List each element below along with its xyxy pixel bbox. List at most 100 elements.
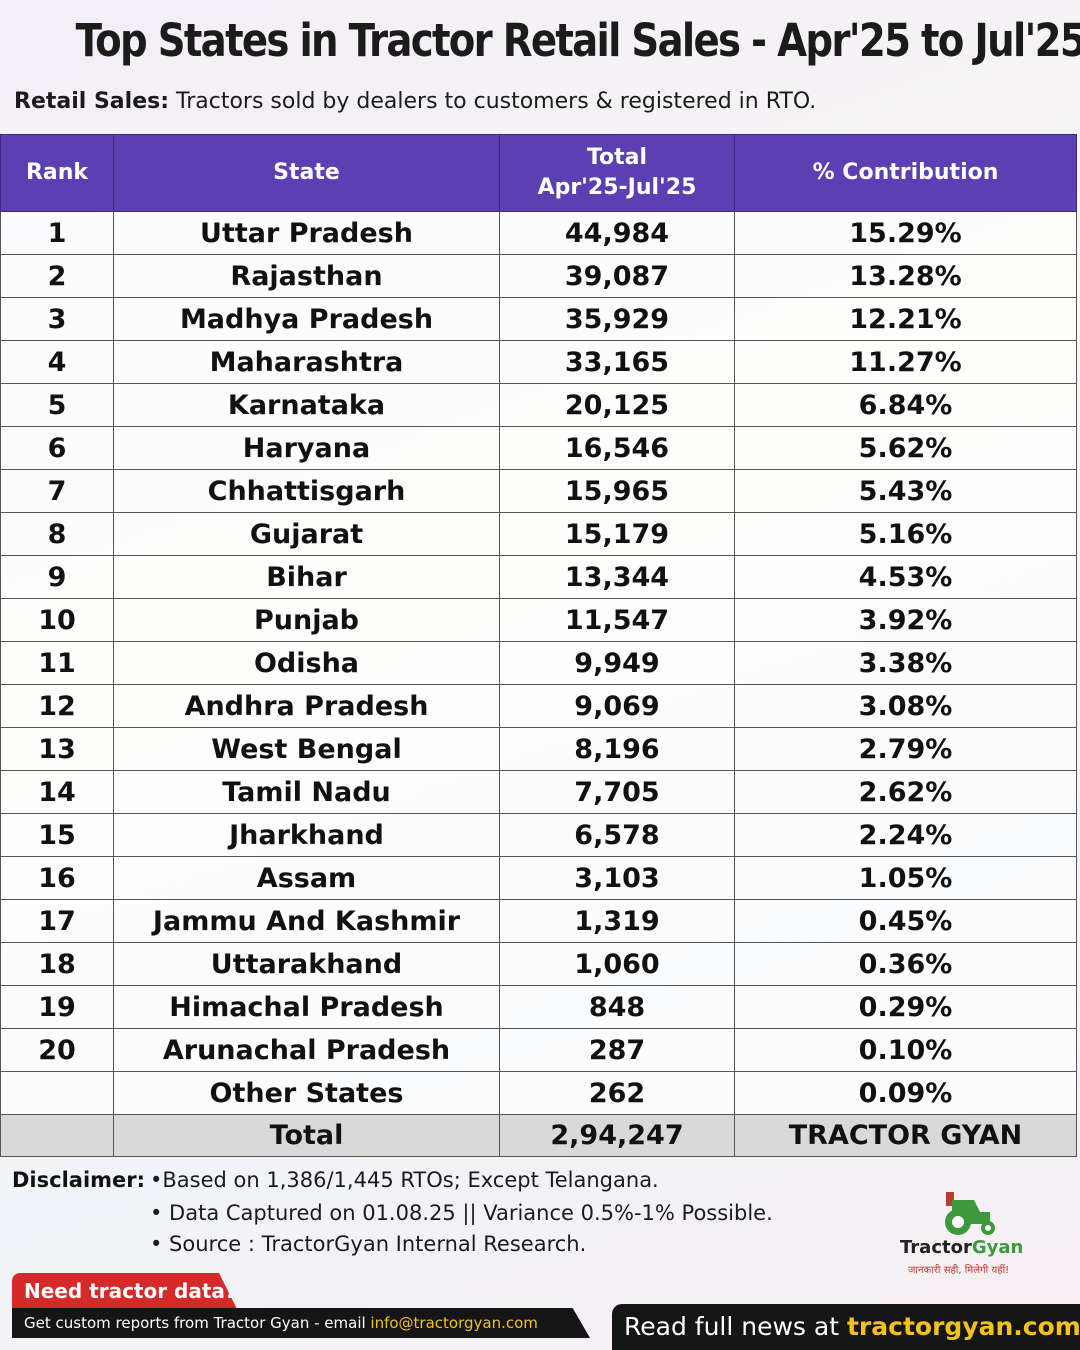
cell-contribution: 5.62% xyxy=(734,426,1077,470)
header-total-line2: Apr'25-Jul'25 xyxy=(537,175,697,200)
table-row: 4 Maharashtra 33,165 11.27% xyxy=(0,340,1077,384)
cell-total: 15,179 xyxy=(499,512,735,556)
cell-contribution: 13.28% xyxy=(734,254,1077,298)
cell-total: 33,165 xyxy=(499,340,735,384)
total-label: Total xyxy=(113,1114,500,1157)
cell-state: Andhra Pradesh xyxy=(113,684,500,728)
cell-empty xyxy=(0,1114,114,1157)
table-row: Other States 262 0.09% xyxy=(0,1071,1077,1115)
table-row: 2 Rajasthan 39,087 13.28% xyxy=(0,254,1077,298)
total-brand: TRACTOR GYAN xyxy=(734,1114,1077,1157)
cell-rank: 20 xyxy=(0,1028,114,1072)
table-row: 18 Uttarakhand 1,060 0.36% xyxy=(0,942,1077,986)
cell-contribution: 0.45% xyxy=(734,899,1077,943)
cell-total: 11,547 xyxy=(499,598,735,642)
cell-rank: 8 xyxy=(0,512,114,556)
cell-total: 9,949 xyxy=(499,641,735,685)
cell-contribution: 4.53% xyxy=(734,555,1077,599)
cell-state: Chhattisgarh xyxy=(113,469,500,513)
table-row: 11 Odisha 9,949 3.38% xyxy=(0,641,1077,685)
table-row: 19 Himachal Pradesh 848 0.29% xyxy=(0,985,1077,1029)
cell-state: Karnataka xyxy=(113,383,500,427)
subtitle-label: Retail Sales: xyxy=(14,89,170,114)
cell-state: Arunachal Pradesh xyxy=(113,1028,500,1072)
cell-contribution: 2.62% xyxy=(734,770,1077,814)
cell-rank: 15 xyxy=(0,813,114,857)
cell-state: Uttarakhand xyxy=(113,942,500,986)
cell-total: 1,319 xyxy=(499,899,735,943)
header-rank: Rank xyxy=(0,134,114,212)
cell-rank: 19 xyxy=(0,985,114,1029)
table-row: 3 Madhya Pradesh 35,929 12.21% xyxy=(0,297,1077,341)
cell-rank: 11 xyxy=(0,641,114,685)
cell-rank: 9 xyxy=(0,555,114,599)
logo-name-green: Gyan xyxy=(971,1237,1024,1258)
cell-state: Punjab xyxy=(113,598,500,642)
table-row: 16 Assam 3,103 1.05% xyxy=(0,856,1077,900)
cell-total: 262 xyxy=(499,1071,735,1115)
cell-total: 15,965 xyxy=(499,469,735,513)
site-link[interactable]: tractorgyan.com xyxy=(846,1312,1080,1341)
custom-report-text: Get custom reports from Tractor Gyan - e… xyxy=(24,1314,371,1332)
total-row: Total 2,94,247 TRACTOR GYAN xyxy=(0,1114,1077,1157)
cell-total: 9,069 xyxy=(499,684,735,728)
table-row: 20 Arunachal Pradesh 287 0.10% xyxy=(0,1028,1077,1072)
table-row: 14 Tamil Nadu 7,705 2.62% xyxy=(0,770,1077,814)
cell-rank: 6 xyxy=(0,426,114,470)
table-header-row: Rank State Total Apr'25-Jul'25 % Contribu… xyxy=(0,134,1077,212)
read-news-bar: Read full news at tractorgyan.com xyxy=(612,1304,1080,1350)
page-title: Top States in Tractor Retail Sales - Apr… xyxy=(75,14,1080,67)
cell-state: Uttar Pradesh xyxy=(113,211,500,255)
table-row: 8 Gujarat 15,179 5.16% xyxy=(0,512,1077,556)
cell-total: 287 xyxy=(499,1028,735,1072)
logo-wordmark: TractorGyan xyxy=(900,1237,1023,1258)
cell-state: Madhya Pradesh xyxy=(113,297,500,341)
cell-state: Jammu And Kashmir xyxy=(113,899,500,943)
logo-name-dark: Tractor xyxy=(900,1237,972,1258)
cell-contribution: 0.09% xyxy=(734,1071,1077,1115)
cell-contribution: 3.38% xyxy=(734,641,1077,685)
email-link[interactable]: info@tractorgyan.com xyxy=(370,1314,538,1332)
cell-total: 44,984 xyxy=(499,211,735,255)
cell-contribution: 6.84% xyxy=(734,383,1077,427)
cell-contribution: 5.16% xyxy=(734,512,1077,556)
tractor-icon xyxy=(945,1192,995,1235)
cell-rank: 12 xyxy=(0,684,114,728)
sales-table: Rank State Total Apr'25-Jul'25 % Contribu… xyxy=(0,134,1077,1157)
cell-state: Haryana xyxy=(113,426,500,470)
table-row: 10 Punjab 11,547 3.92% xyxy=(0,598,1077,642)
total-value: 2,94,247 xyxy=(499,1114,735,1157)
cell-contribution: 5.43% xyxy=(734,469,1077,513)
cell-total: 35,929 xyxy=(499,297,735,341)
need-data-banner: Need tractor data? xyxy=(12,1273,237,1309)
cell-contribution: 15.29% xyxy=(734,211,1077,255)
header-state: State xyxy=(113,134,500,212)
cell-state: Himachal Pradesh xyxy=(113,985,500,1029)
cell-rank: 13 xyxy=(0,727,114,771)
table-row: 17 Jammu And Kashmir 1,319 0.45% xyxy=(0,899,1077,943)
cell-rank: 4 xyxy=(0,340,114,384)
table-row: 13 West Bengal 8,196 2.79% xyxy=(0,727,1077,771)
cell-rank: 17 xyxy=(0,899,114,943)
cell-state: Other States xyxy=(113,1071,500,1115)
table-row: 15 Jharkhand 6,578 2.24% xyxy=(0,813,1077,857)
table-row: 9 Bihar 13,344 4.53% xyxy=(0,555,1077,599)
header-contribution: % Contribution xyxy=(734,134,1077,212)
cell-rank: 10 xyxy=(0,598,114,642)
cell-contribution: 0.10% xyxy=(734,1028,1077,1072)
table-row: 1 Uttar Pradesh 44,984 15.29% xyxy=(0,211,1077,255)
logo-tagline: जानकारी सही, मिलेगी यहीं! xyxy=(908,1265,1010,1276)
cell-contribution: 12.21% xyxy=(734,297,1077,341)
disclaimer-line: • Data Captured on 01.08.25 || Variance … xyxy=(150,1201,773,1225)
cell-total: 20,125 xyxy=(499,383,735,427)
cell-state: Jharkhand xyxy=(113,813,500,857)
cell-contribution: 0.29% xyxy=(734,985,1077,1029)
cell-rank: 16 xyxy=(0,856,114,900)
cell-rank xyxy=(0,1071,114,1115)
cell-total: 16,546 xyxy=(499,426,735,470)
header-total: Total Apr'25-Jul'25 xyxy=(499,134,735,212)
cell-state: West Bengal xyxy=(113,727,500,771)
cell-state: Rajasthan xyxy=(113,254,500,298)
cell-state: Gujarat xyxy=(113,512,500,556)
cell-total: 13,344 xyxy=(499,555,735,599)
